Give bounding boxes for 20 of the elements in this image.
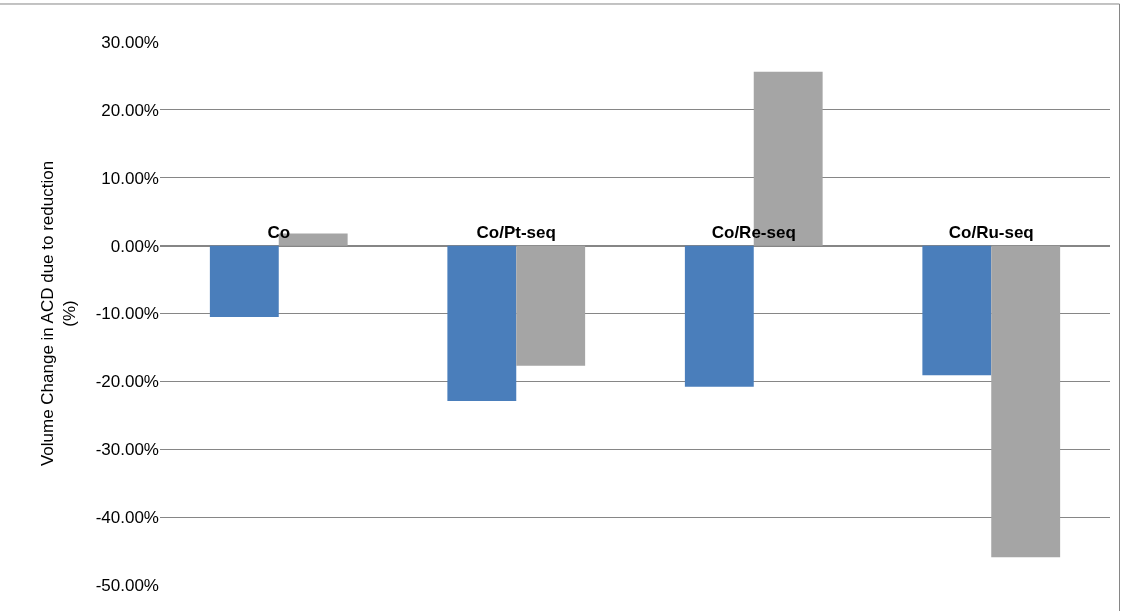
y-tick-label: 30.00% bbox=[101, 32, 159, 52]
x-tick-label: Co bbox=[267, 223, 291, 243]
y-tick-label: 20.00% bbox=[101, 100, 159, 120]
bar bbox=[922, 245, 992, 376]
y-axis-title: Volume Change in ACD due to reduction (%) bbox=[38, 160, 80, 467]
x-tick-label: Co/Pt-seq bbox=[476, 223, 556, 243]
y-tick-label: 0.00% bbox=[110, 236, 159, 256]
bar bbox=[991, 245, 1061, 558]
y-tick-label: 10.00% bbox=[101, 168, 159, 188]
y-tick-label: -20.00% bbox=[95, 372, 159, 392]
y-tick-label: -10.00% bbox=[95, 304, 159, 324]
bar bbox=[516, 245, 586, 366]
bar bbox=[209, 245, 279, 317]
y-tick-label: -30.00% bbox=[95, 440, 159, 460]
x-tick-label: Co/Ru-seq bbox=[948, 223, 1034, 243]
y-tick-label: -50.00% bbox=[95, 575, 159, 595]
bar bbox=[447, 245, 517, 402]
y-tick-label: -40.00% bbox=[95, 508, 159, 528]
bar bbox=[684, 245, 754, 387]
x-tick-label: Co/Re-seq bbox=[711, 223, 796, 243]
